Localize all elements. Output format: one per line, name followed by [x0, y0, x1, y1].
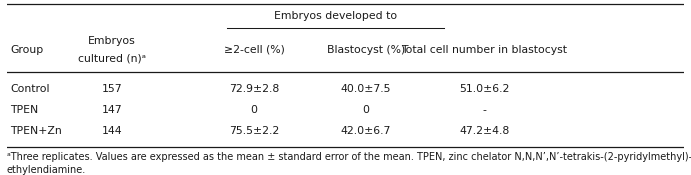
Text: -: -	[482, 105, 486, 115]
Text: ᵃThree replicates. Values are expressed as the mean ± standard error of the mean: ᵃThree replicates. Values are expressed …	[7, 152, 691, 162]
Text: 72.9±2.8: 72.9±2.8	[229, 84, 279, 94]
Text: 157: 157	[102, 84, 122, 94]
Text: 75.5±2.2: 75.5±2.2	[229, 126, 279, 136]
Text: 47.2±4.8: 47.2±4.8	[460, 126, 509, 136]
Text: Embryos developed to: Embryos developed to	[274, 11, 397, 21]
Text: TPEN: TPEN	[10, 105, 39, 115]
Text: TPEN+Zn: TPEN+Zn	[10, 126, 62, 136]
Text: Blastocyst (%): Blastocyst (%)	[327, 45, 405, 55]
Text: Total cell number in blastocyst: Total cell number in blastocyst	[401, 45, 567, 55]
Text: Group: Group	[10, 45, 44, 55]
Text: 51.0±6.2: 51.0±6.2	[459, 84, 509, 94]
Text: Control: Control	[10, 84, 50, 94]
Text: 42.0±6.7: 42.0±6.7	[341, 126, 391, 136]
Text: ≥2-cell (%): ≥2-cell (%)	[224, 45, 285, 55]
Text: 0: 0	[362, 105, 369, 115]
Text: 0: 0	[251, 105, 258, 115]
Text: ethylendiamine.: ethylendiamine.	[7, 165, 86, 175]
Text: 144: 144	[102, 126, 122, 136]
Text: 40.0±7.5: 40.0±7.5	[341, 84, 391, 94]
Text: Embryos: Embryos	[88, 36, 135, 46]
Text: 147: 147	[102, 105, 122, 115]
Text: cultured (n)ᵃ: cultured (n)ᵃ	[78, 53, 146, 63]
